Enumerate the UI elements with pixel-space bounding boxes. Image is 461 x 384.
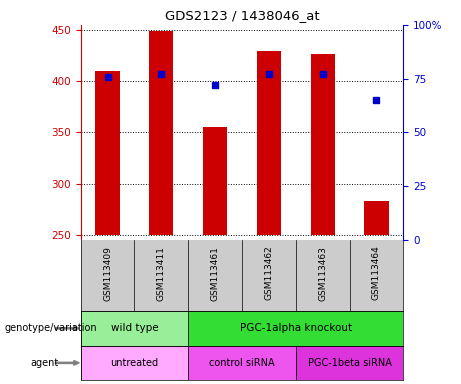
Bar [364, 201, 389, 235]
Text: PGC-1beta siRNA: PGC-1beta siRNA [307, 358, 391, 368]
Bar [188, 311, 403, 346]
Text: genotype/variation: genotype/variation [5, 323, 97, 333]
Bar [81, 311, 188, 346]
Title: GDS2123 / 1438046_at: GDS2123 / 1438046_at [165, 9, 319, 22]
Text: GSM113464: GSM113464 [372, 246, 381, 300]
Bar [95, 71, 120, 235]
Text: PGC-1alpha knockout: PGC-1alpha knockout [240, 323, 352, 333]
Text: GSM113461: GSM113461 [211, 246, 219, 301]
Bar [257, 51, 281, 235]
Bar [81, 346, 188, 380]
Text: control siRNA: control siRNA [209, 358, 275, 368]
Text: GSM113409: GSM113409 [103, 246, 112, 301]
Text: GSM113463: GSM113463 [318, 246, 327, 301]
Bar [311, 54, 335, 235]
Bar [203, 127, 227, 235]
Text: GSM113411: GSM113411 [157, 246, 166, 301]
Bar [149, 31, 173, 235]
Bar [188, 346, 296, 380]
Text: GSM113462: GSM113462 [265, 246, 273, 300]
Text: wild type: wild type [111, 323, 158, 333]
Text: untreated: untreated [110, 358, 159, 368]
Text: agent: agent [30, 358, 58, 368]
Bar [296, 346, 403, 380]
